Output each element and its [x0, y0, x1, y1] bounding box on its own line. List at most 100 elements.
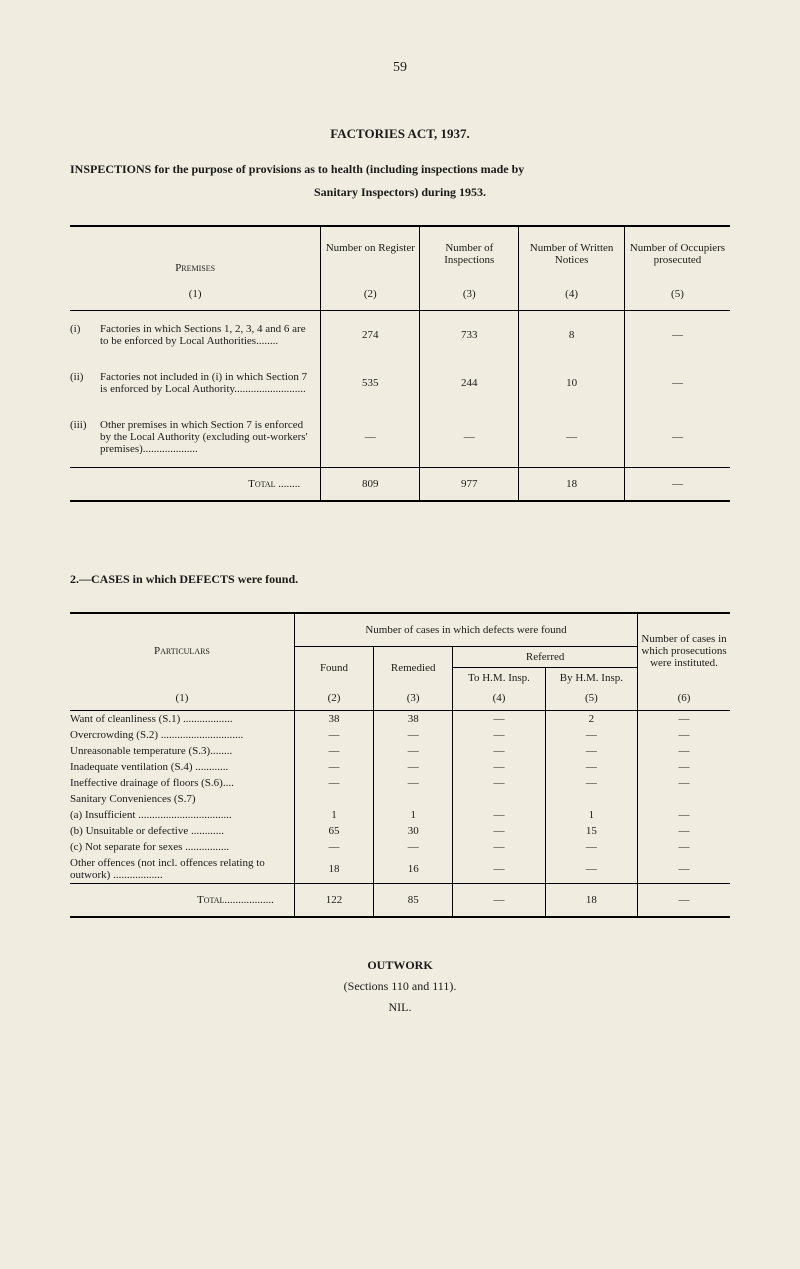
row-text: Factories not included in (i) in which S…	[100, 371, 310, 395]
outwork-title: OUTWORK	[70, 958, 730, 973]
table1-cell: 8	[519, 311, 625, 360]
table2-cell	[545, 791, 637, 807]
table2-cell: 16	[374, 855, 453, 884]
table2-cell: —	[374, 743, 453, 759]
table2-cell: —	[374, 759, 453, 775]
table2-cell: —	[453, 775, 545, 791]
table2-colnum: (4)	[453, 688, 545, 711]
table2-cell	[294, 791, 373, 807]
table2-cell: —	[294, 839, 373, 855]
table1-cell: —	[624, 407, 730, 468]
table2-colnum: (3)	[374, 688, 453, 711]
table1-cell: 10	[519, 359, 625, 407]
table2-cell: —	[545, 743, 637, 759]
table2-total-label: Total..................	[70, 884, 294, 918]
table1-colnum-5: (5)	[624, 282, 730, 311]
table2-cell: —	[453, 855, 545, 884]
row-marker: (ii)	[70, 371, 100, 395]
table2-row-label: Want of cleanliness (S.1) ..............…	[70, 711, 294, 728]
table2-colnum: (5)	[545, 688, 637, 711]
byhm-header: By H.M. Insp.	[545, 668, 637, 689]
table1-colnum-3: (3)	[420, 282, 519, 311]
referred-header: Referred	[453, 647, 638, 668]
table2-cell: 65	[294, 823, 373, 839]
table2-cell	[374, 791, 453, 807]
particulars-header: Particulars	[70, 613, 294, 688]
row-text: Factories in which Sections 1, 2, 3, 4 a…	[100, 323, 310, 347]
table2-cell: —	[638, 855, 730, 884]
table2-cell: —	[374, 839, 453, 855]
table2-cell	[453, 791, 545, 807]
table2-cell: —	[374, 775, 453, 791]
table1-header-prosecuted: Number of Occupiers prosecuted	[624, 226, 730, 282]
table1-cell: —	[624, 311, 730, 360]
table2-cell: —	[638, 759, 730, 775]
table2-row-label: (c) Not separate for sexes .............…	[70, 839, 294, 855]
inspections-heading: INSPECTIONS for the purpose of provision…	[70, 162, 730, 177]
table2-cell: 38	[294, 711, 373, 728]
table2-row-label: Inadequate ventilation (S.4) ...........…	[70, 759, 294, 775]
table1-row2-label: (ii) Factories not included in (i) in wh…	[70, 359, 321, 407]
table2-cell: —	[638, 775, 730, 791]
defects-table: Particulars Number of cases in which def…	[70, 612, 730, 918]
remedied-header: Remedied	[374, 647, 453, 689]
table2-cell: —	[453, 823, 545, 839]
table2-cell: —	[545, 759, 637, 775]
table1-row1-label: (i) Factories in which Sections 1, 2, 3,…	[70, 311, 321, 360]
table1-header-premises: Premises	[70, 226, 321, 282]
table2-cell: —	[545, 839, 637, 855]
table2-cell: 30	[374, 823, 453, 839]
outwork-sections-text: (Sections 110 and 111).	[70, 979, 730, 994]
table1-cell: 274	[321, 311, 420, 360]
table2-cell: 1	[374, 807, 453, 823]
table2-cell: —	[638, 727, 730, 743]
act-title: FACTORIES ACT, 1937.	[70, 126, 730, 142]
table1-colnum-1: (1)	[70, 282, 321, 311]
table2-row-label: (a) Insufficient .......................…	[70, 807, 294, 823]
inspections-table: Premises Number on Register Number of In…	[70, 225, 730, 502]
table2-row-label: (b) Unsuitable or defective ............	[70, 823, 294, 839]
table1-header-inspections: Number of Inspections	[420, 226, 519, 282]
table1-row3-label: (iii) Other premises in which Section 7 …	[70, 407, 321, 468]
table1-colnum-2: (2)	[321, 282, 420, 311]
table2-cell: —	[545, 775, 637, 791]
table1-header-register: Number on Register	[321, 226, 420, 282]
table2-cell: —	[453, 759, 545, 775]
table2-cell: —	[453, 743, 545, 759]
table2-cell: —	[545, 855, 637, 884]
table2-cell: 15	[545, 823, 637, 839]
table2-cell: —	[374, 727, 453, 743]
table2-total-cell: —	[453, 884, 545, 918]
table1-cell: —	[420, 407, 519, 468]
table2-cell: —	[294, 743, 373, 759]
table1-total-label: Total ........	[70, 468, 321, 502]
outwork-nil: NIL.	[70, 1000, 730, 1015]
table1-cell: —	[624, 359, 730, 407]
table2-cell: —	[638, 743, 730, 759]
section2-title: 2.—CASES in which DEFECTS were found.	[70, 572, 730, 587]
table2-total-cell: 18	[545, 884, 637, 918]
table2-cell: 18	[294, 855, 373, 884]
table2-cell: —	[294, 775, 373, 791]
table1-cell: 244	[420, 359, 519, 407]
outwork-section: OUTWORK (Sections 110 and 111). NIL.	[70, 958, 730, 1015]
table2-row-label: Other offences (not incl. offences relat…	[70, 855, 294, 884]
table2-cell: 1	[545, 807, 637, 823]
row-marker: (iii)	[70, 419, 100, 455]
row-marker: (i)	[70, 323, 100, 347]
table1-cell: —	[519, 407, 625, 468]
table2-cell: —	[453, 839, 545, 855]
table2-cell: —	[638, 807, 730, 823]
table1-total-cell: —	[624, 468, 730, 502]
table2-cell: —	[453, 807, 545, 823]
cases-header: Number of cases in which prosecutions we…	[638, 613, 730, 688]
table2-cell: 2	[545, 711, 637, 728]
table2-cell: 38	[374, 711, 453, 728]
group-header: Number of cases in which defects were fo…	[294, 613, 637, 647]
table2-cell: —	[294, 759, 373, 775]
table1-total-cell: 977	[420, 468, 519, 502]
table2-cell: —	[294, 727, 373, 743]
table2-cell: —	[638, 823, 730, 839]
table2-cell: —	[545, 727, 637, 743]
table2-row-label: Sanitary Conveniences (S.7)	[70, 791, 294, 807]
